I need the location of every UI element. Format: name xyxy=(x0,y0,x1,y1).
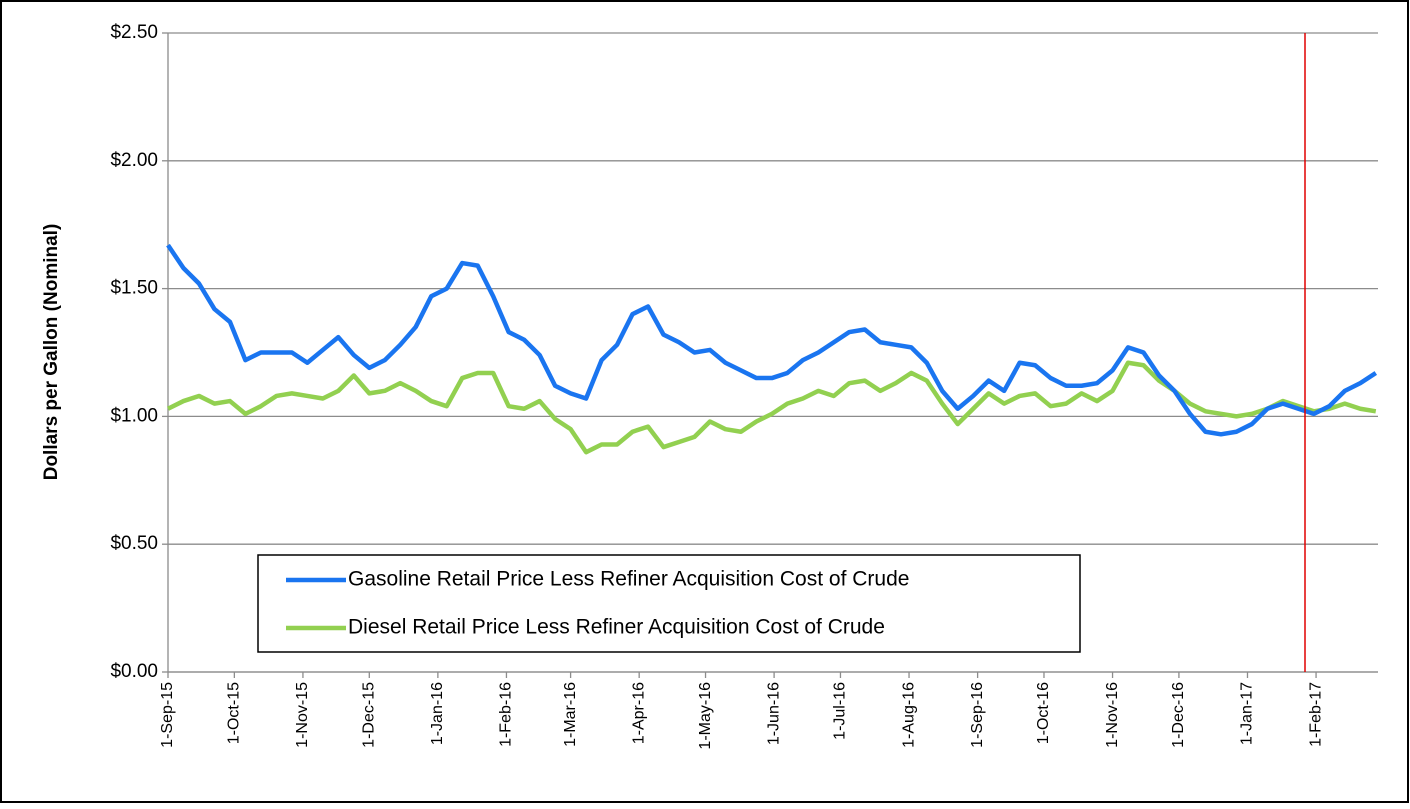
x-tick-label: 1-Oct-15 xyxy=(226,682,243,744)
x-tick-label: 1-Jan-17 xyxy=(1239,682,1256,745)
x-tick-label: 1-Jan-16 xyxy=(429,682,446,745)
y-axis-label: Dollars per Gallon (Nominal) xyxy=(41,224,62,481)
x-tick-label: 1-Feb-17 xyxy=(1307,682,1324,747)
x-tick-label: 1-Apr-16 xyxy=(630,682,647,744)
x-tick-label: 1-Oct-16 xyxy=(1035,682,1052,744)
x-tick-label: 1-Dec-15 xyxy=(361,682,378,748)
y-tick-label: $2.00 xyxy=(110,150,158,171)
x-tick-label: 1-Sep-16 xyxy=(969,682,986,748)
legend-label: Diesel Retail Price Less Refiner Acquisi… xyxy=(348,616,885,639)
x-tick-label: 1-Nov-16 xyxy=(1104,682,1121,748)
legend-box xyxy=(257,554,1081,653)
x-tick-label: 1-Feb-16 xyxy=(498,682,515,747)
y-tick-label: $1.50 xyxy=(110,278,158,299)
series-line xyxy=(166,243,1378,437)
x-tick-label: 1-Nov-15 xyxy=(294,682,311,748)
y-tick-label: $0.50 xyxy=(110,533,158,554)
x-tick-label: 1-Mar-16 xyxy=(562,682,579,747)
x-tick-label: 1-Jun-16 xyxy=(765,682,782,745)
x-tick-label: 1-May-16 xyxy=(697,682,714,750)
legend-label: Gasoline Retail Price Less Refiner Acqui… xyxy=(348,568,909,591)
x-tick-label: 1-Jul-16 xyxy=(832,682,849,740)
x-tick-label: 1-Aug-16 xyxy=(900,682,917,748)
y-tick-label: $2.50 xyxy=(110,22,158,43)
x-tick-label: 1-Dec-16 xyxy=(1170,682,1187,748)
y-tick-label: $1.00 xyxy=(110,405,158,426)
y-tick-label: $0.00 xyxy=(110,661,158,682)
x-tick-label: 1-Sep-15 xyxy=(159,682,176,748)
